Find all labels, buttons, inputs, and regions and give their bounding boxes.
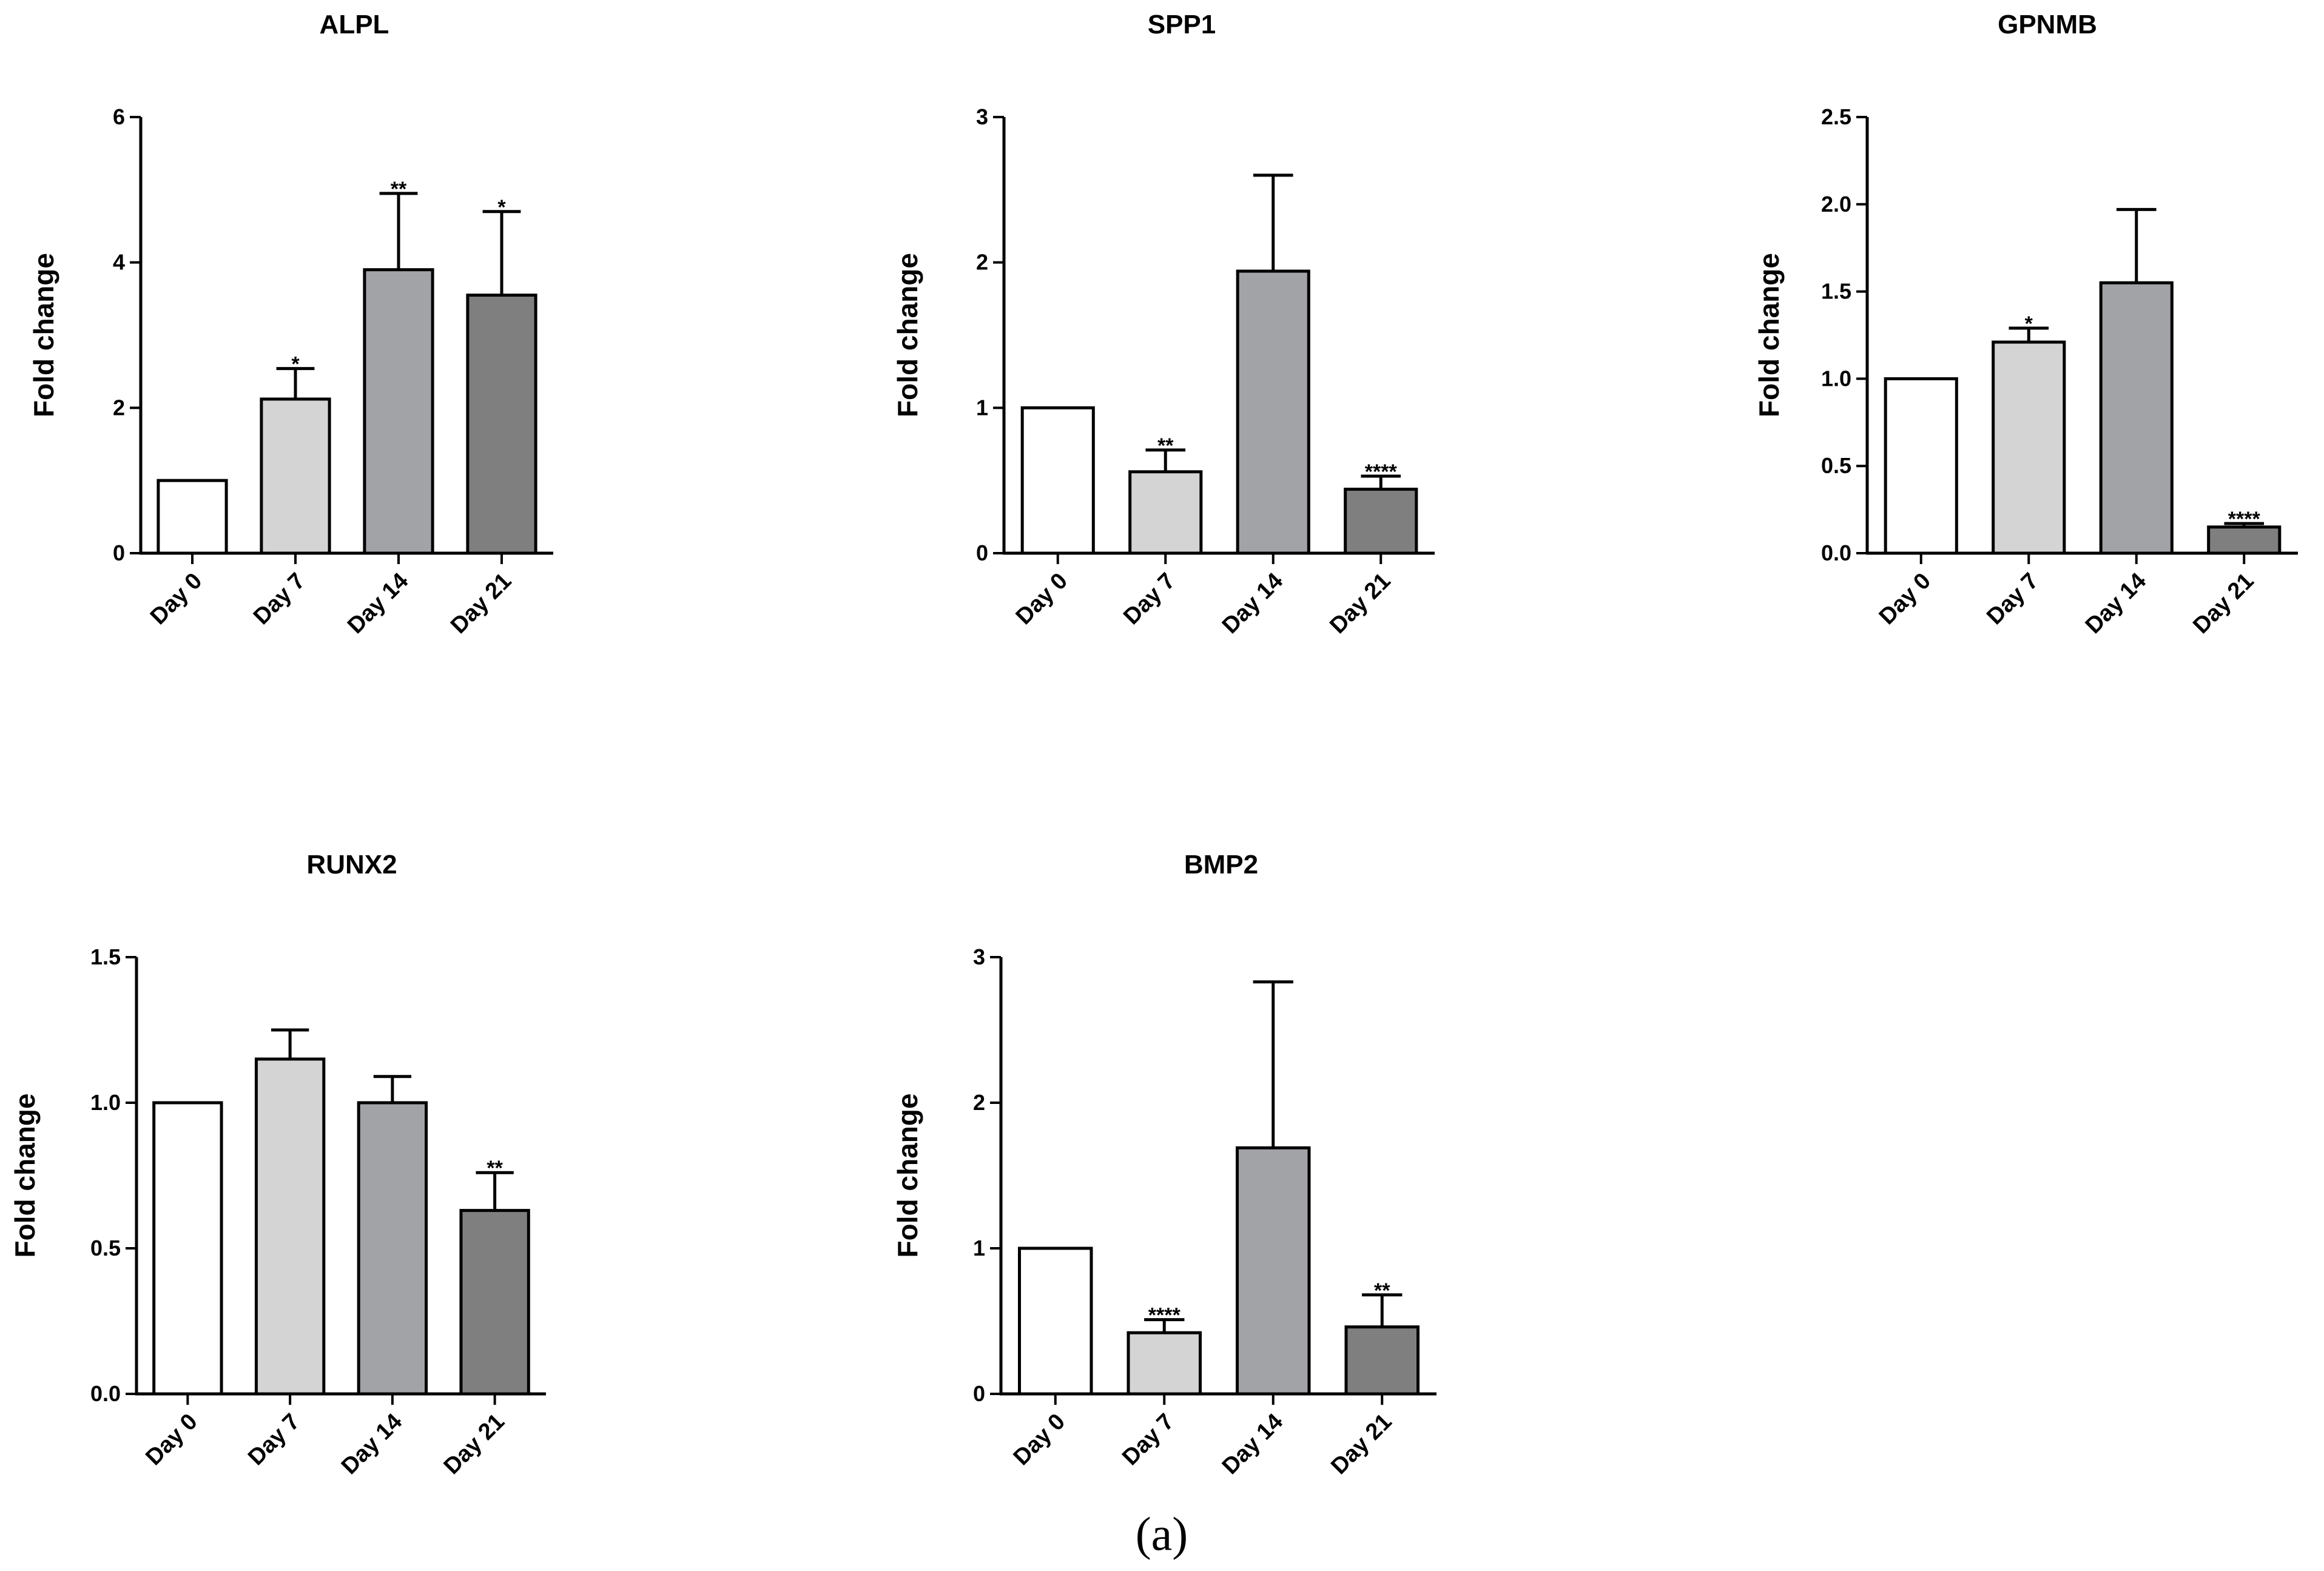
x-tick-label: Day 0	[1011, 568, 1073, 630]
bar-day-14	[1236, 1146, 1311, 1396]
x-tick-label: Day 21	[2188, 568, 2258, 639]
y-tick-label: 1.0	[1821, 366, 1851, 391]
bar-day-0	[1018, 1246, 1093, 1396]
y-tick-label: 3	[973, 944, 985, 969]
bar-day-21	[466, 294, 537, 555]
y-tick-label: 4	[113, 250, 125, 275]
significance-label: ****	[2228, 508, 2261, 531]
significance-label: **	[391, 178, 407, 201]
y-axis-label: Fold change	[1753, 253, 1785, 417]
x-tick-label: Day 7	[1117, 1409, 1179, 1470]
x-tick-label: Day 21	[1326, 1409, 1396, 1479]
significance-label: ****	[1148, 1304, 1181, 1327]
y-tick-label: 0	[976, 540, 988, 565]
x-tick-label: Day 14	[1218, 568, 1288, 639]
x-tick-label: Day 21	[1325, 568, 1395, 639]
y-tick-label: 2	[973, 1090, 985, 1115]
x-tick-label: Day 14	[1218, 1409, 1288, 1479]
significance-label: ****	[1365, 460, 1398, 483]
x-tick-label: Day 14	[337, 1409, 407, 1479]
y-tick-label: 1.5	[1821, 279, 1851, 304]
bar-day-14	[2099, 281, 2174, 555]
bar-day-7	[260, 397, 331, 555]
chart-spp1: SPP1 Fold change 0 1 2 3 Day 0 ** Day 7 Day 14 ***…	[892, 10, 1435, 639]
significance-label: **	[487, 1157, 503, 1180]
y-tick-label: 0.0	[90, 1381, 121, 1406]
panel-label: (a)	[1136, 1507, 1188, 1560]
bar-day-21	[1344, 488, 1418, 555]
bar-day-0	[1884, 377, 1958, 555]
y-tick-label: 3	[976, 104, 988, 129]
bar-day-7	[1127, 1331, 1202, 1396]
x-tick-label: Day 7	[249, 568, 310, 630]
y-tick-label: 2	[976, 250, 988, 275]
y-axis-label: Fold change	[9, 1094, 41, 1258]
bar-day-0	[1020, 406, 1095, 555]
y-tick-label: 1	[976, 395, 988, 420]
y-tick-label: 0	[113, 540, 125, 565]
x-tick-label: Day 7	[1982, 568, 2043, 630]
x-tick-label: Day 0	[1009, 1409, 1070, 1470]
significance-label: **	[1374, 1279, 1390, 1302]
x-tick-label: Day 7	[243, 1409, 305, 1470]
x-tick-label: Day 21	[439, 1409, 510, 1479]
chart-bmp2: BMP2 Fold change 0 1 2 3 Day 0 **** Day 7 Day 14 *…	[892, 850, 1437, 1479]
bar-day-7	[1992, 340, 2066, 555]
bar-day-0	[152, 1101, 223, 1396]
y-tick-label: 2.5	[1821, 104, 1851, 129]
x-tick-label: Day 14	[2081, 568, 2151, 639]
charts-layer: ALPL Fold change 0 2 4 6 Day 0 * Day 7 ** Day 14 * D…	[9, 10, 2298, 1479]
bar-day-0	[157, 479, 228, 555]
y-axis-label: Fold change	[892, 253, 923, 417]
y-tick-label: 1.5	[90, 944, 121, 969]
bar-day-14	[1236, 269, 1310, 555]
x-tick-label: Day 0	[146, 568, 207, 630]
chart-title: RUNX2	[306, 850, 397, 880]
y-axis-label: Fold change	[28, 253, 59, 417]
bar-day-21	[459, 1209, 530, 1396]
x-tick-label: Day 21	[446, 568, 516, 639]
significance-label: **	[1157, 434, 1174, 457]
y-tick-label: 0.5	[1821, 453, 1851, 478]
y-tick-label: 2	[113, 395, 125, 420]
bar-day-14	[363, 268, 434, 555]
chart-alpl: ALPL Fold change 0 2 4 6 Day 0 * Day 7 ** Day 14 * D…	[28, 10, 553, 639]
x-tick-label: Day 0	[141, 1409, 202, 1470]
bar-day-7	[254, 1057, 326, 1396]
y-tick-label: 0.0	[1821, 540, 1851, 565]
y-axis-label: Fold change	[892, 1094, 923, 1258]
significance-label: *	[291, 353, 300, 376]
y-tick-label: 1.0	[90, 1090, 121, 1115]
chart-title: GPNMB	[1998, 10, 2097, 39]
y-tick-label: 1	[973, 1236, 985, 1260]
chart-runx2: RUNX2 Fold change 0.0 0.5 1.0 1.5 Day 0 Day 7 Da…	[9, 850, 546, 1479]
y-tick-label: 0	[973, 1381, 985, 1406]
bar-day-21	[1344, 1325, 1420, 1396]
bar-day-7	[1128, 470, 1203, 555]
chart-title: SPP1	[1148, 10, 1216, 39]
y-tick-label: 2.0	[1821, 192, 1851, 217]
y-tick-label: 0.5	[90, 1236, 121, 1260]
y-tick-label: 6	[113, 104, 125, 129]
chart-title: ALPL	[320, 10, 389, 39]
x-tick-label: Day 0	[1874, 568, 1936, 630]
x-tick-label: Day 7	[1119, 568, 1180, 630]
chart-title: BMP2	[1184, 850, 1258, 880]
chart-gpnmb: GPNMB Fold change 0.0 0.5 1.0 1.5 2.0 2.5 Day 0 *…	[1753, 10, 2298, 639]
x-tick-label: Day 14	[343, 568, 413, 639]
significance-label: *	[497, 196, 506, 219]
bar-day-21	[2207, 525, 2282, 555]
bar-day-14	[357, 1101, 428, 1396]
significance-label: *	[2025, 312, 2033, 335]
